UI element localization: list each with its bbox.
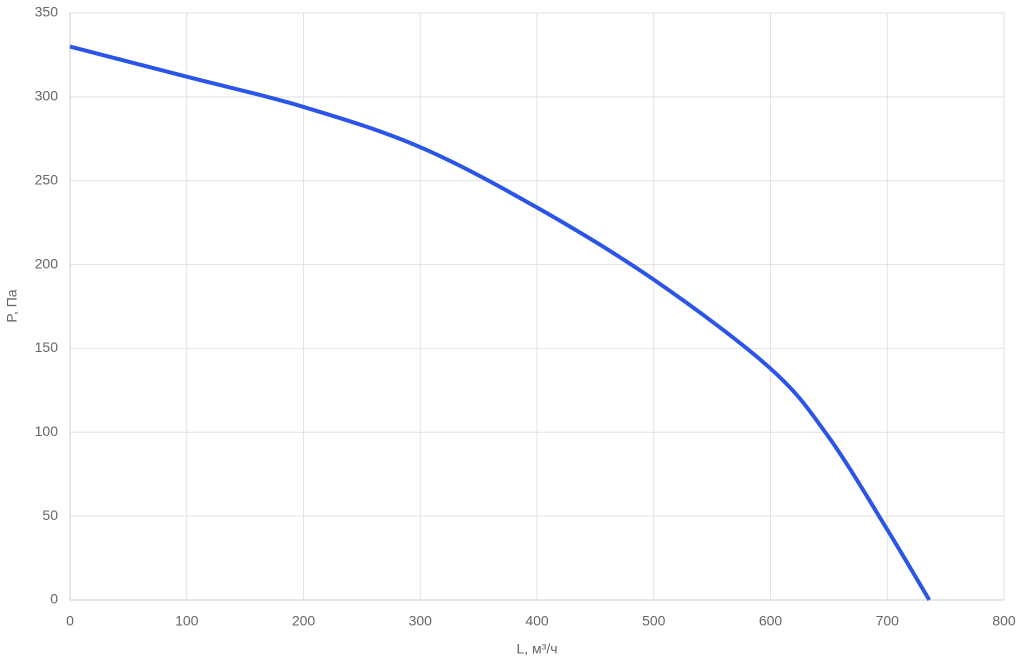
x-tick-label: 400	[525, 613, 549, 629]
line	[69, 44, 931, 602]
x-tick-label: 100	[175, 613, 199, 629]
y-tick-label: 50	[42, 507, 58, 523]
y-axis-title: P, Па	[4, 289, 20, 322]
y-tick-label: 250	[35, 171, 59, 187]
x-axis-title: L, м³/ч	[516, 641, 557, 657]
y-tick-label: 0	[50, 591, 58, 607]
y-tick-label: 300	[35, 88, 59, 104]
x-tick-label: 800	[992, 613, 1016, 629]
y-tick-label: 100	[35, 423, 59, 439]
x-tick-label: 200	[292, 613, 316, 629]
x-tick-label: 0	[66, 613, 74, 629]
x-tick-label: 300	[409, 613, 433, 629]
y-tick-label: 150	[35, 339, 59, 355]
x-tick-label: 600	[759, 613, 783, 629]
x-tick-label: 500	[642, 613, 666, 629]
y-tick-label: 350	[35, 4, 59, 20]
x-tick-label: 700	[876, 613, 900, 629]
y-tick-label: 200	[35, 255, 59, 271]
